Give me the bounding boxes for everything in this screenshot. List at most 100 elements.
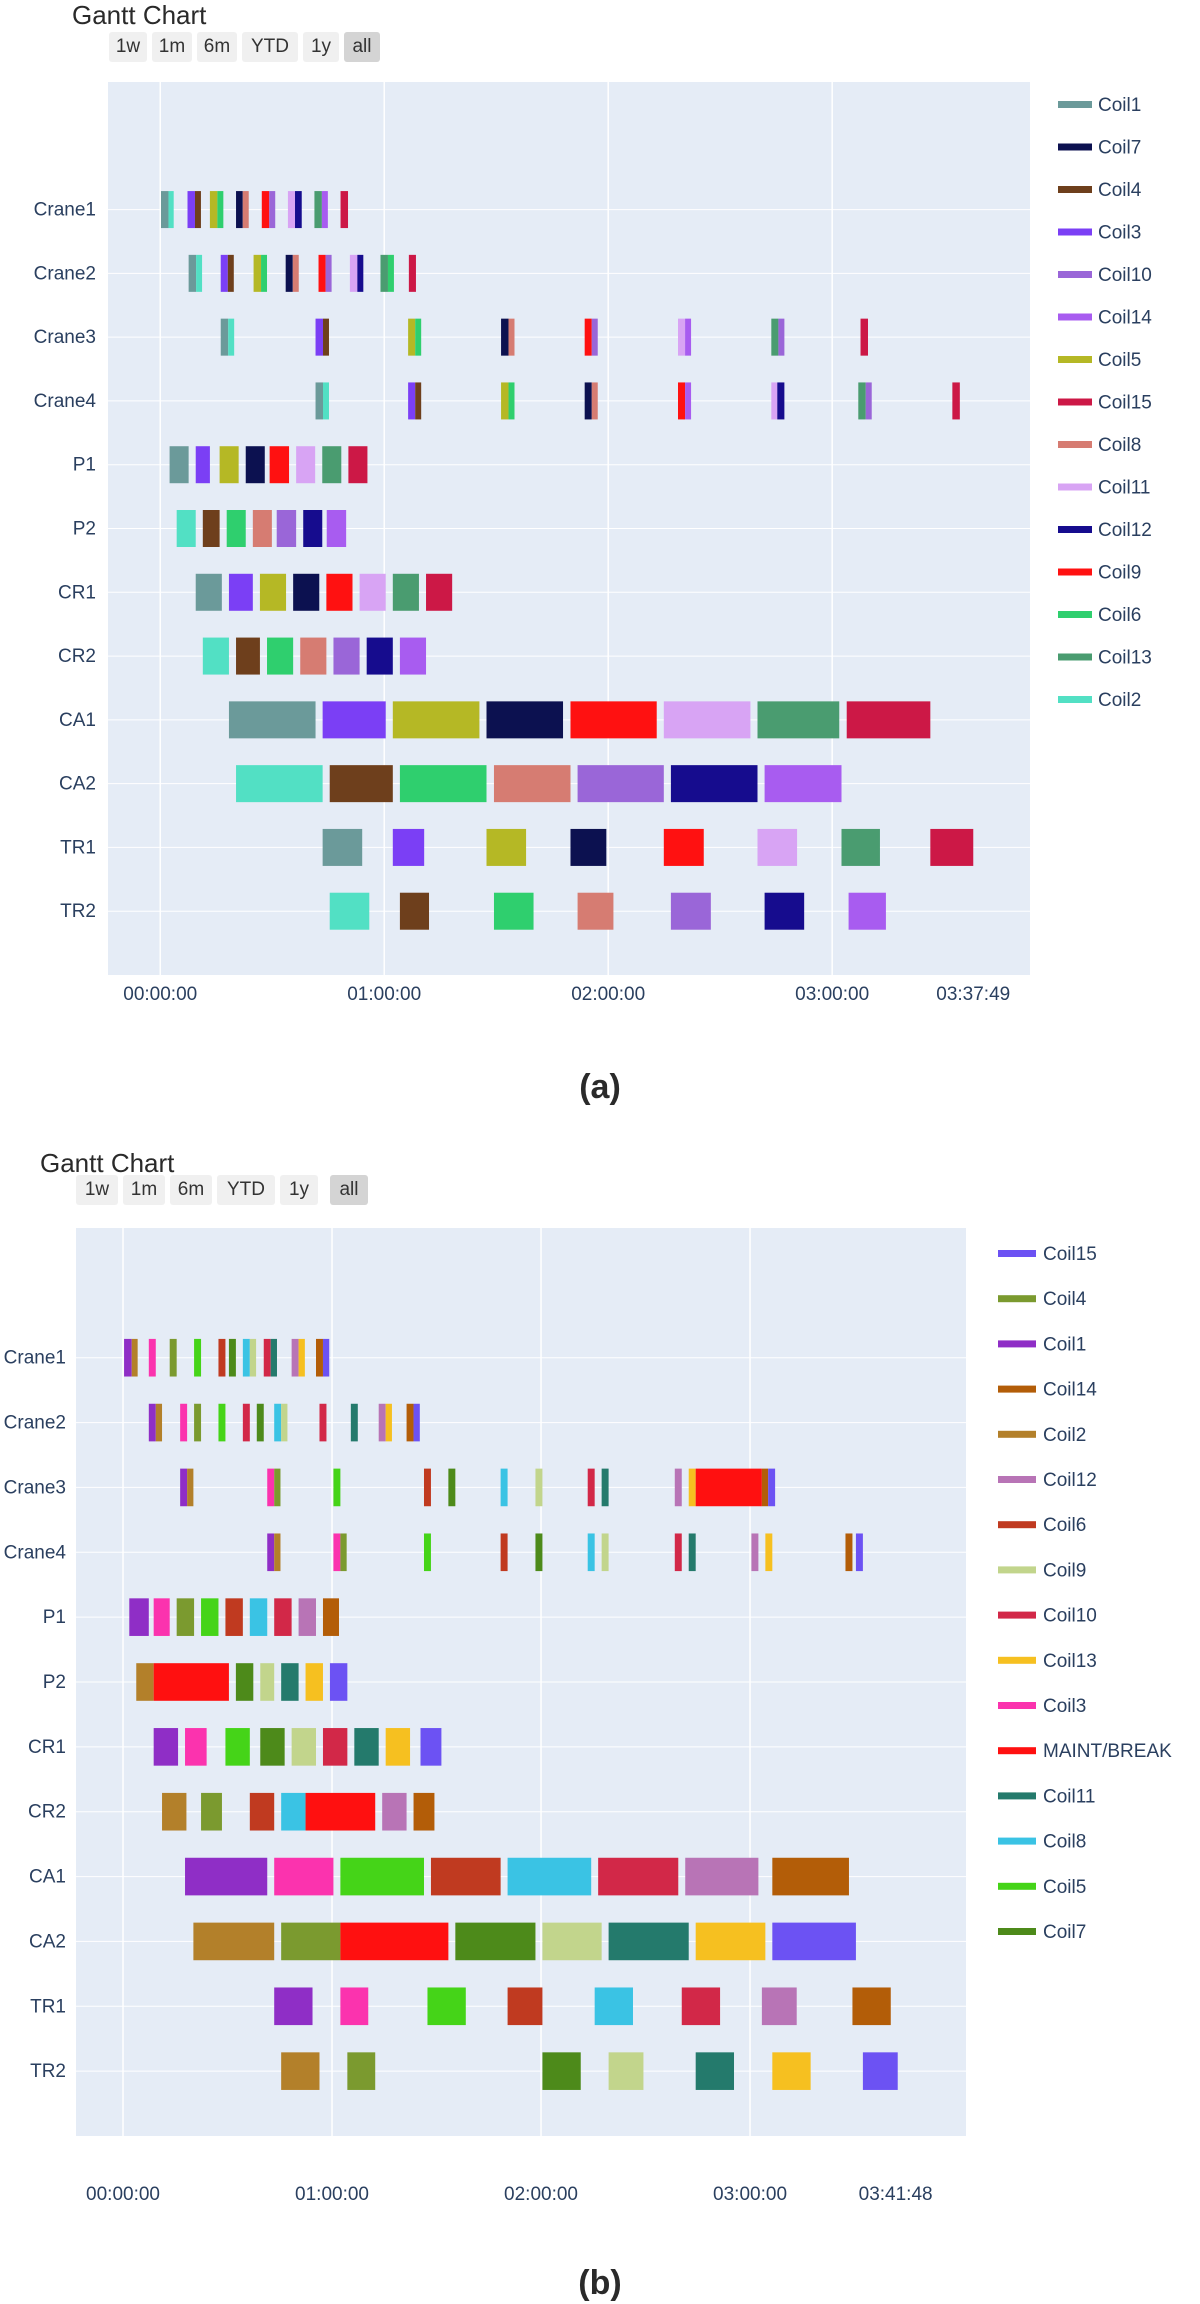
bar-p1-coil1: [169, 446, 189, 484]
legend-label-coil15: Coil15: [1098, 393, 1152, 414]
bar-cr2-coil6: [267, 637, 294, 675]
bar-crane2-coil7: [285, 254, 293, 292]
bar-ca1-coil6: [430, 1857, 501, 1896]
bar-ca1-coil1: [228, 701, 316, 739]
bar-crane3-coil5: [408, 318, 416, 356]
bar-ca1-coil13: [757, 701, 840, 739]
bar-crane1-coil1: [124, 1338, 132, 1377]
bar-p2-coil7: [235, 1663, 254, 1701]
bar-cr1-coil10: [322, 1728, 348, 1766]
bar-crane3-coil11: [601, 1468, 609, 1507]
y-tick-label-p1: P1: [73, 455, 96, 476]
bar-tr1-coil10: [681, 1987, 721, 2026]
bar-cr1-coil1: [153, 1728, 179, 1766]
gantt-panel-a: Gantt Chart 1w 1m 6m YTD 1y all Crane1 Cr…: [0, 0, 1200, 1130]
range-button-6m[interactable]: 6m: [197, 32, 237, 62]
bar-p1-coil11: [296, 446, 316, 484]
bar-crane2-coil2: [155, 1403, 163, 1442]
bar-p1-coil7: [245, 446, 265, 484]
range-button-ytd[interactable]: YTD: [242, 32, 298, 62]
bar-cr1-coil3: [185, 1728, 207, 1766]
bar-crane2-coil6: [387, 254, 394, 292]
x-tick-label: 03:37:49: [936, 984, 1010, 1005]
bar-ca1-coil8: [507, 1857, 592, 1896]
bar-tr2-coil12: [764, 892, 805, 930]
bar-cr2-coil2: [202, 637, 229, 675]
x-tick-label: 01:00:00: [295, 2184, 369, 2205]
range-button-1w[interactable]: 1w: [109, 32, 147, 62]
bar-crane4-coil5: [501, 382, 509, 420]
range-button-1m[interactable]: 1m: [123, 1175, 165, 1205]
bar-cr2-coil4: [201, 1792, 222, 1831]
bar-crane4-coil9: [601, 1533, 609, 1572]
bar-crane1-coil13: [298, 1338, 305, 1377]
bar-tr2-coil8: [577, 892, 614, 930]
y-tick-label-crane4: Crane4: [4, 1542, 67, 1563]
bar-crane2-coil11: [349, 254, 358, 292]
bar-crane3-coil5: [333, 1468, 341, 1507]
y-tick-label-crane1: Crane1: [4, 1348, 66, 1369]
bar-p1-coil9: [269, 446, 290, 484]
bar-crane3-coil13: [688, 1468, 696, 1507]
bar-crane3-coil2: [228, 318, 235, 356]
legend-label-coil11: Coil11: [1043, 1786, 1095, 1807]
bar-tr1-coil7: [570, 828, 607, 866]
bar-tr1-coil13: [841, 828, 880, 866]
bar-crane3-coil8: [500, 1468, 508, 1507]
bar-crane4-coil12: [777, 382, 785, 420]
bar-crane2-coil1: [188, 254, 197, 292]
bar-tr1-coil3: [392, 828, 425, 866]
bar-ca1-coil12: [685, 1857, 759, 1896]
bar-cr2-coil4: [236, 637, 260, 675]
bar-crane4-coil8: [587, 1533, 595, 1572]
legend-swatch-coil7: [1058, 143, 1092, 151]
range-button-1y[interactable]: 1y: [303, 32, 339, 62]
bar-crane3-coil10: [591, 318, 598, 356]
range-button-all[interactable]: all: [344, 32, 380, 62]
bar-cr1-coil11: [359, 573, 386, 611]
legend-swatch-coil6: [998, 1521, 1036, 1529]
chart-title: Gantt Chart: [72, 0, 207, 30]
bar-cr1-coil7: [260, 1728, 285, 1766]
bar-p2-coil2: [136, 1663, 154, 1701]
bar-ca2-coil4: [281, 1922, 341, 1961]
figure-caption-b: (b): [578, 2264, 622, 2302]
bar-p1-coil5: [201, 1598, 219, 1636]
range-button-1w[interactable]: 1w: [76, 1175, 118, 1205]
bar-crane1-coil1: [161, 191, 169, 229]
bar-p1-coil3: [195, 446, 210, 484]
bar-crane3-coil3: [267, 1468, 275, 1507]
range-button-1m[interactable]: 1m: [152, 32, 192, 62]
legend-swatch-coil13: [998, 1656, 1036, 1664]
bar-p2-coil15: [329, 1663, 348, 1701]
bar-crane1-coil8: [242, 1338, 250, 1377]
legend-swatch-coil1: [1058, 101, 1092, 108]
bar-crane3-coil4: [274, 1468, 281, 1507]
legend-swatch-coil9: [1058, 568, 1092, 576]
x-tick-label: 01:00:00: [347, 984, 421, 1005]
legend-swatch-coil2: [1058, 696, 1092, 703]
bar-crane4-coil2: [323, 382, 329, 420]
bar-p2-coil6: [226, 510, 246, 547]
bar-ca1-coil10: [598, 1857, 679, 1896]
legend-swatch-coil10: [998, 1611, 1036, 1619]
bar-crane2-coil4: [227, 254, 234, 292]
y-tick-label-crane2: Crane2: [34, 263, 96, 284]
range-button-all[interactable]: all: [330, 1175, 368, 1205]
bar-crane1-coil2: [168, 191, 174, 229]
bar-ca2-coil7: [455, 1922, 536, 1961]
bar-crane4-coil15: [952, 382, 960, 420]
bar-cr2-coil14: [413, 1792, 435, 1831]
legend-swatch-coil12: [1058, 526, 1092, 533]
range-button-6m[interactable]: 6m: [170, 1175, 212, 1205]
bar-ca2-coil2: [193, 1922, 275, 1961]
bar-crane2-coil13: [380, 254, 388, 292]
chart-title: Gantt Chart: [40, 1148, 175, 1178]
range-button-1y[interactable]: 1y: [280, 1175, 318, 1205]
figure-caption-a: (a): [579, 1068, 621, 1106]
range-button-ytd[interactable]: YTD: [217, 1175, 275, 1205]
legend-label-coil10: Coil10: [1098, 265, 1152, 286]
bar-cr1-coil3: [228, 573, 253, 611]
y-tick-label-p1: P1: [43, 1607, 66, 1628]
bar-cr2-maint-break: [305, 1792, 376, 1831]
